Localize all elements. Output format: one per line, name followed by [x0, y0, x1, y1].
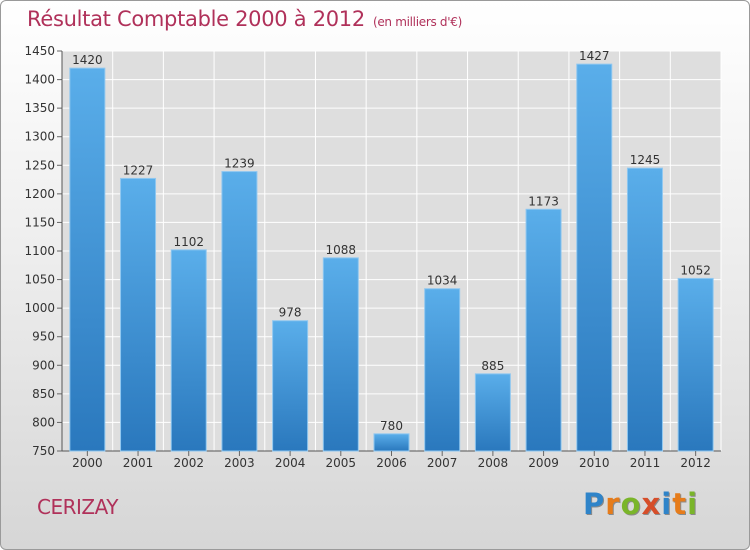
x-tick-label: 2007: [427, 456, 458, 470]
bar: [120, 177, 157, 452]
y-tick-label: 1250: [24, 158, 55, 172]
y-tick-label: 1300: [24, 130, 55, 144]
x-tick-label: 2010: [579, 456, 610, 470]
y-tick-label: 1400: [24, 73, 55, 87]
x-tick-label: 2005: [326, 456, 357, 470]
y-tick-label: 1100: [24, 244, 55, 258]
bar-value-label: 1427: [579, 49, 610, 63]
y-tick-label: 850: [32, 387, 55, 401]
x-tick-label: 2011: [630, 456, 661, 470]
chart-unit: (en milliers d'€): [372, 15, 462, 29]
bar-value-label: 1052: [680, 263, 711, 277]
bar-value-label: 1034: [427, 274, 458, 288]
x-tick-label: 2003: [224, 456, 255, 470]
bar-value-label: 1173: [528, 194, 559, 208]
y-tick-label: 1000: [24, 301, 55, 315]
x-tick-label: 2004: [275, 456, 306, 470]
bar-value-label: 885: [481, 359, 504, 373]
bar-value-label: 1088: [326, 243, 357, 257]
commune-name: CERIZAY: [37, 495, 118, 519]
bar-value-label: 1102: [173, 235, 204, 249]
y-tick-label: 1350: [24, 101, 55, 115]
x-tick-label: 2008: [478, 456, 509, 470]
y-tick-label: 1200: [24, 187, 55, 201]
x-tick-label: 2001: [123, 456, 154, 470]
bar: [525, 208, 562, 452]
chart-title-text: Résultat Comptable 2000 à 2012: [27, 7, 365, 31]
x-tick-label: 2009: [528, 456, 559, 470]
chart-title: Résultat Comptable 2000 à 2012 (en millie…: [27, 7, 462, 31]
y-tick-label: 1450: [24, 44, 55, 58]
bar: [474, 373, 511, 452]
bar: [576, 63, 613, 452]
bar-value-label: 1227: [123, 163, 154, 177]
x-tick-label: 2012: [680, 456, 711, 470]
y-tick-label: 750: [32, 444, 55, 458]
proxiti-logo: Proxiti: [583, 487, 699, 521]
y-tick-label: 1050: [24, 273, 55, 287]
bar: [69, 67, 106, 452]
y-tick-label: 900: [32, 358, 55, 372]
bar-value-label: 1245: [630, 153, 661, 167]
bar: [677, 277, 714, 452]
y-tick-label: 800: [32, 415, 55, 429]
bar-value-label: 1420: [72, 53, 103, 67]
bar: [626, 167, 663, 452]
y-tick-label: 950: [32, 330, 55, 344]
bar: [424, 288, 461, 452]
x-tick-label: 2000: [72, 456, 103, 470]
bar: [322, 257, 359, 452]
bar-value-label: 978: [279, 306, 302, 320]
bar-value-label: 780: [380, 419, 403, 433]
bar: [170, 249, 207, 452]
bar-value-label: 1239: [224, 157, 255, 171]
bar: [373, 433, 410, 452]
x-tick-label: 2002: [173, 456, 204, 470]
y-tick-label: 1150: [24, 215, 55, 229]
x-tick-label: 2006: [376, 456, 407, 470]
bar: [221, 171, 258, 452]
bar: [272, 320, 309, 452]
